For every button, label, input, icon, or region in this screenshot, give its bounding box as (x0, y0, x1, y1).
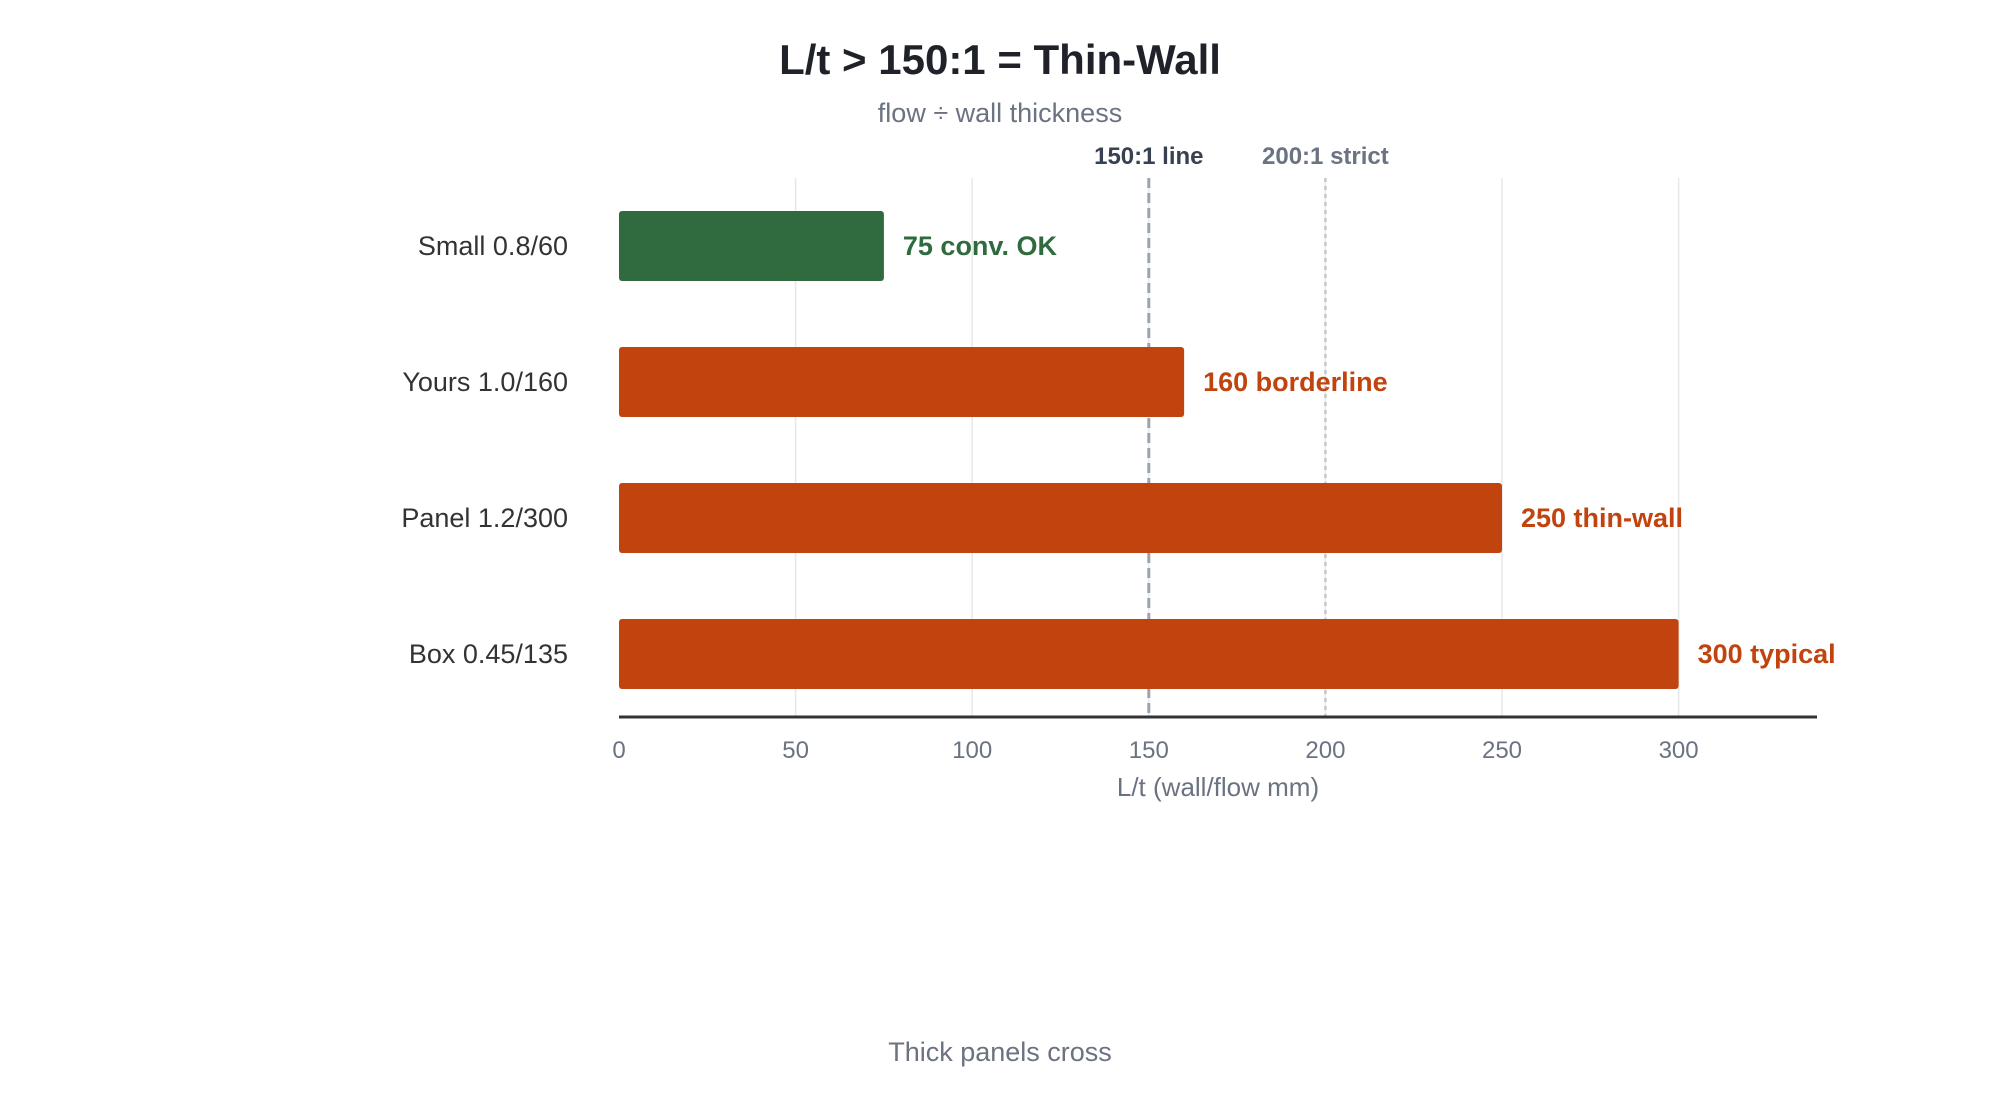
category-label: Small 0.8/60 (418, 231, 568, 261)
x-tick-label: 100 (952, 737, 992, 764)
category-label: Box 0.45/135 (409, 639, 568, 669)
x-tick-label: 200 (1305, 737, 1345, 764)
reference-line-label: 200:1 strict (1262, 143, 1389, 170)
chart-footer: Thick panels cross (888, 1037, 1112, 1067)
chart-subtitle: flow ÷ wall thickness (877, 98, 1123, 128)
x-tick-label: 250 (1482, 737, 1522, 764)
x-tick-label: 50 (782, 737, 809, 764)
x-axis-label: L/t (wall/flow mm) (1117, 772, 1319, 802)
bars (619, 211, 1679, 689)
bar (619, 483, 1502, 553)
category-label: Panel 1.2/300 (401, 503, 568, 533)
bar-value-label: 250 thin-wall (1521, 503, 1683, 533)
bar (619, 347, 1185, 417)
reference-line-label: 150:1 line (1094, 143, 1203, 170)
bar-value-label: 160 borderline (1203, 367, 1388, 397)
bar-value-label: 300 typical (1698, 639, 1836, 669)
x-tick-label: 0 (612, 737, 625, 764)
category-label: Yours 1.0/160 (402, 367, 568, 397)
bar (619, 211, 884, 281)
bar-value-label: 75 conv. OK (903, 231, 1058, 261)
x-tick-label: 300 (1659, 737, 1699, 764)
bar (619, 619, 1679, 689)
x-axis: 0 50 100 150 200 250 300 L/t (wall/flow mm) (612, 715, 1817, 802)
x-tick-label: 150 (1129, 737, 1169, 764)
labels: 150:1 line 200:1 strict Small 0.8/60 75 con… (401, 143, 1835, 669)
chart-title: L/t > 150:1 = Thin-Wall (779, 36, 1221, 83)
